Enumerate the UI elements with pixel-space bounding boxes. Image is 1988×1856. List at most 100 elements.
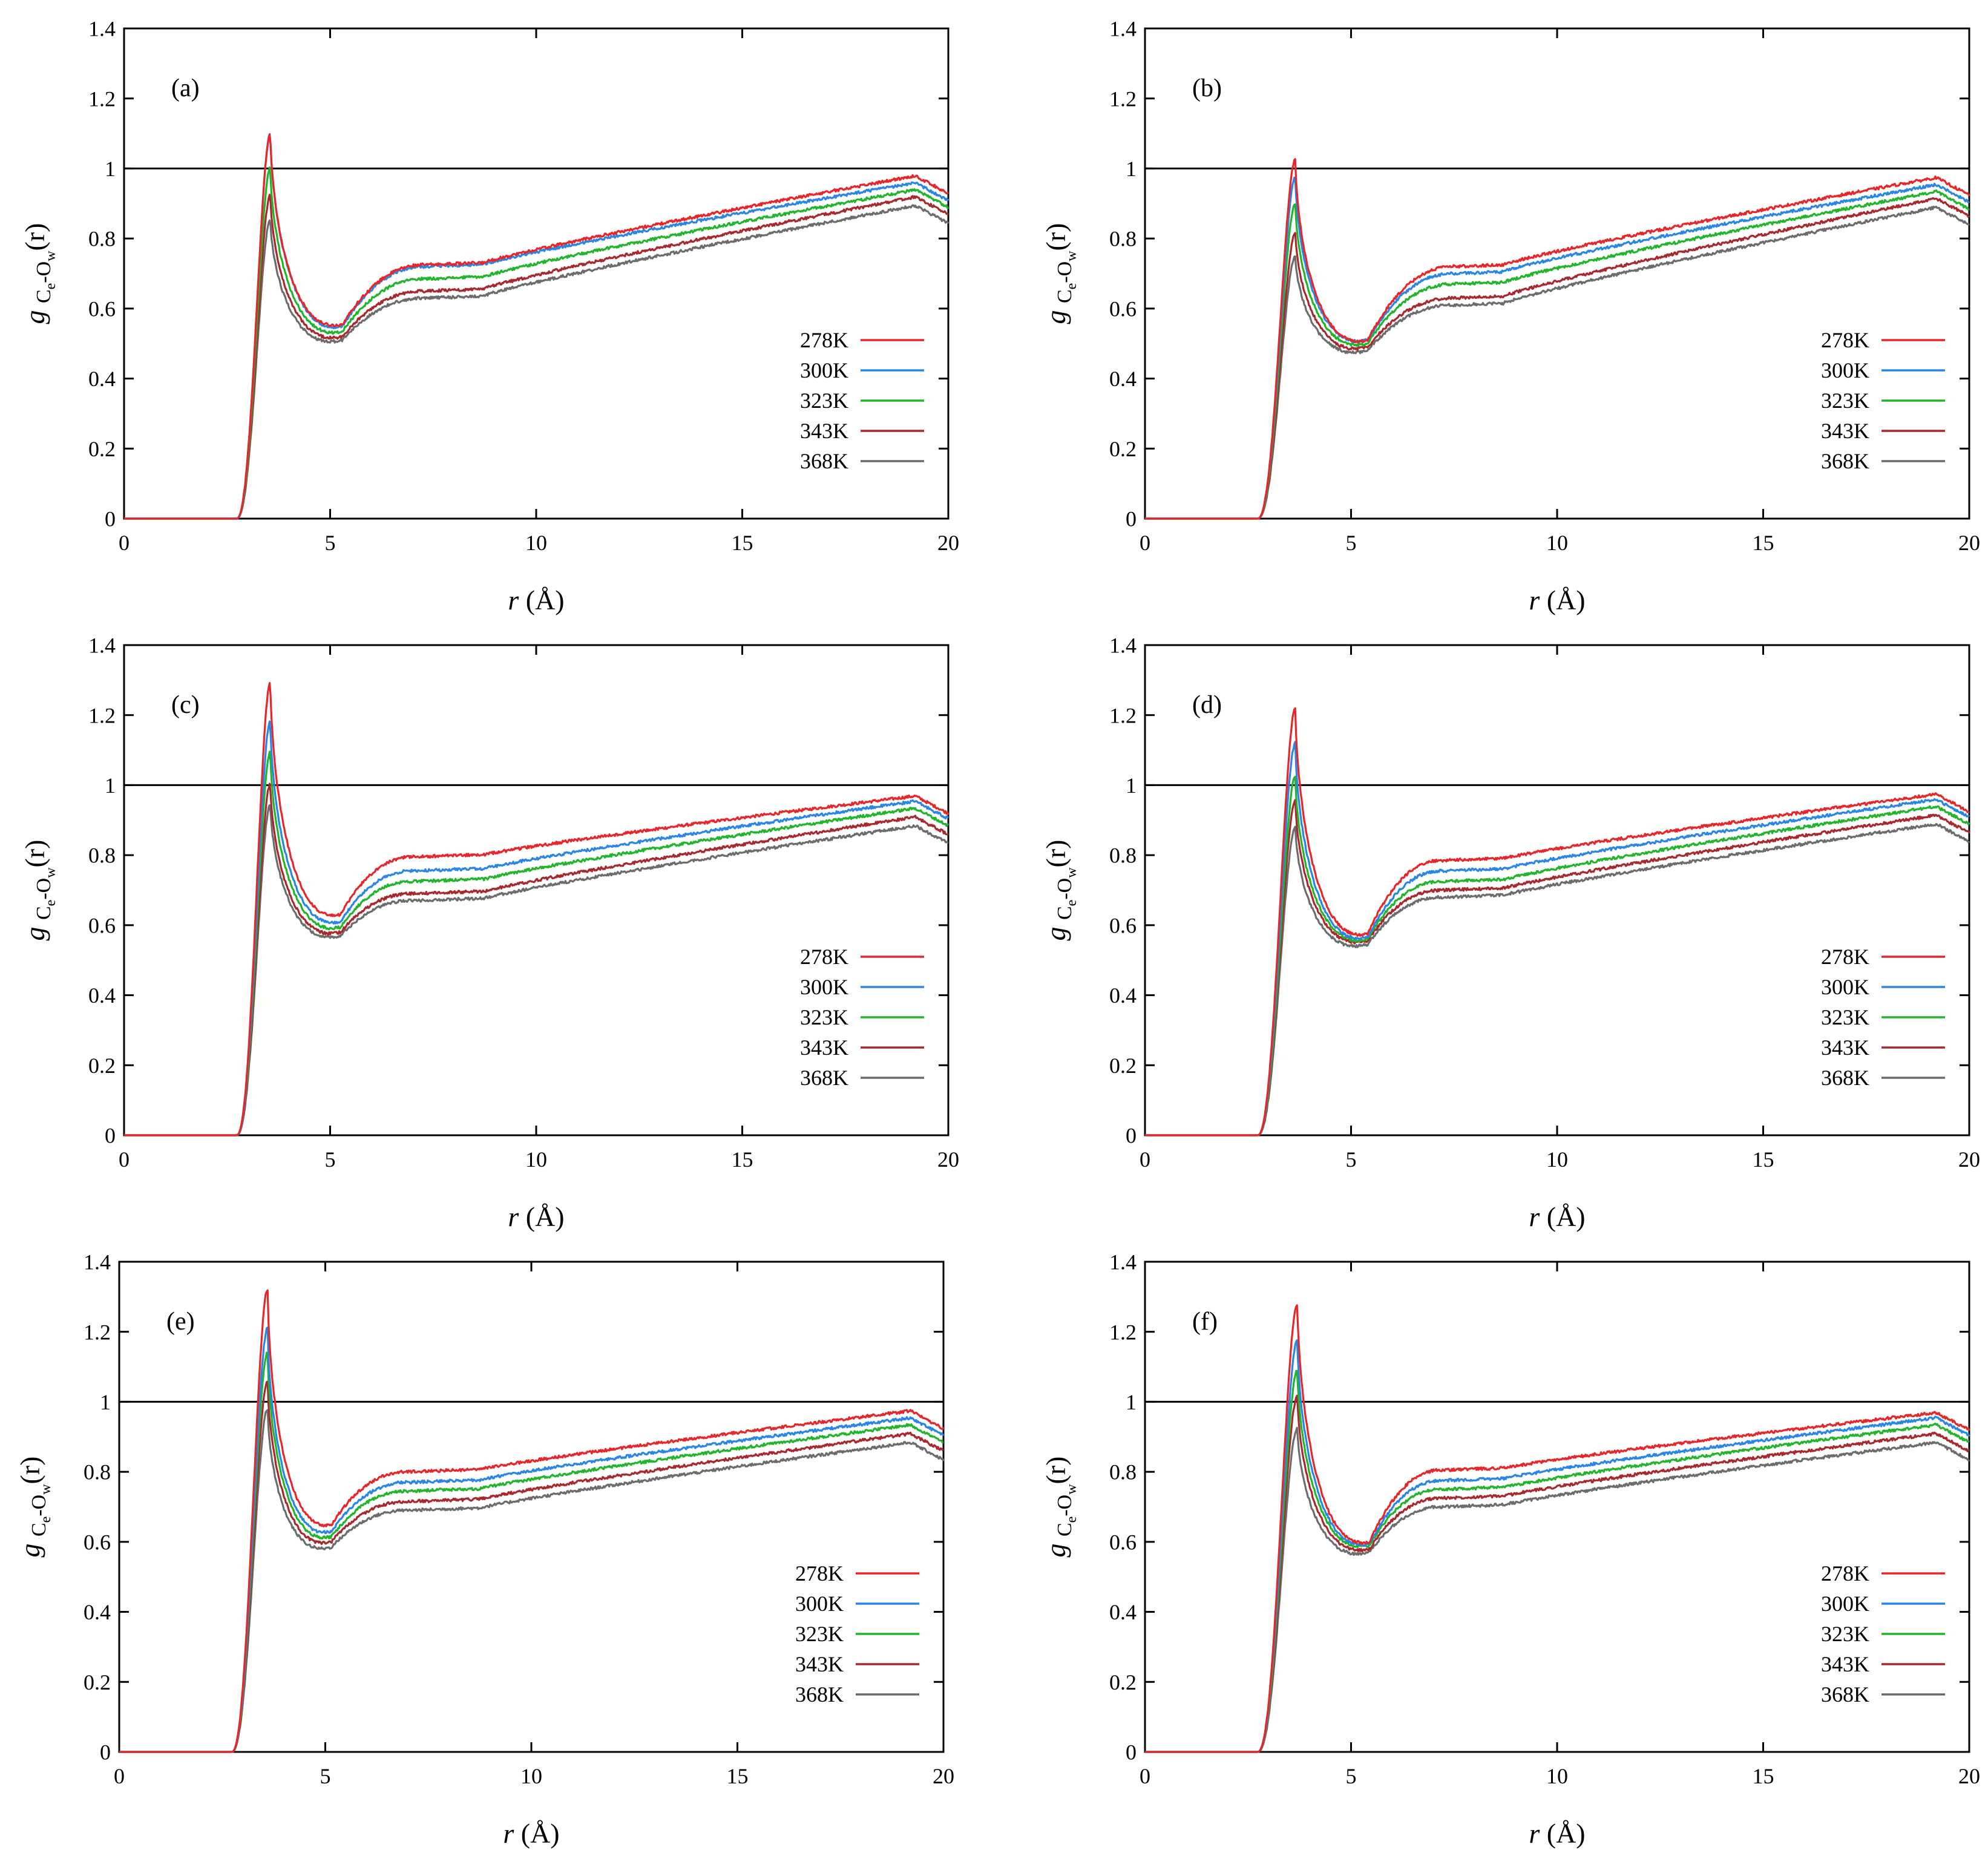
legend-label-278K: 278K [800, 328, 848, 352]
legend-label-368K: 368K [1821, 1682, 1869, 1707]
y-tick-label: 0.2 [1109, 1054, 1137, 1078]
x-tick-label: 15 [727, 1764, 749, 1788]
legend-label-278K: 278K [795, 1561, 844, 1585]
y-tick-label: 0 [1126, 507, 1137, 531]
y-tick-label: 1.4 [88, 17, 116, 41]
series-line-368K [1144, 205, 1970, 520]
series-line-300K [1144, 1339, 1970, 1753]
series-line-300K [1144, 741, 1970, 1136]
legend-label-368K: 368K [795, 1682, 844, 1707]
x-tick-label: 15 [1753, 1147, 1774, 1172]
y-tick-label: 1 [1126, 1390, 1137, 1414]
y-tick-label: 1 [105, 773, 116, 798]
y-tick-label: 0 [1126, 1124, 1137, 1148]
legend-label-323K: 323K [800, 1005, 848, 1029]
series-line-368K [123, 204, 950, 520]
y-tick-label: 1.2 [88, 87, 116, 111]
chart-panel-d: 0 0.2 0.4 0.6 0.8 1 1.2 1.4 0 5 10 15 20 (d) r (Å) g Ce… [1040, 634, 1980, 1232]
y-tick-label: 1 [1126, 773, 1137, 798]
x-tick-label: 0 [1140, 1764, 1150, 1788]
y-tick-label: 1.2 [1109, 703, 1137, 727]
x-tick-label: 10 [1546, 531, 1568, 555]
legend-label-343K: 343K [800, 1035, 848, 1060]
chart-panel-c: 0 0.2 0.4 0.6 0.8 1 1.2 1.4 0 5 10 15 20 (c) r (Å) g Ce… [19, 634, 959, 1232]
x-tick-label: 15 [732, 1147, 753, 1172]
x-tick-label: 5 [1346, 1764, 1357, 1788]
series-line-343K [119, 1380, 944, 1753]
series-line-300K [123, 720, 949, 1136]
x-tick-label: 5 [325, 1147, 336, 1172]
legend-label-343K: 343K [795, 1652, 844, 1676]
legend-label-278K: 278K [1821, 328, 1869, 352]
x-axis-label: r (Å) [508, 585, 564, 615]
legend-label-323K: 323K [795, 1622, 844, 1646]
x-tick-label: 20 [1958, 1764, 1980, 1788]
legend-label-343K: 343K [1821, 1652, 1869, 1676]
y-tick-label: 1.4 [1109, 17, 1137, 41]
series-line-323K [123, 750, 950, 1136]
y-tick-label: 0.6 [1109, 913, 1137, 937]
x-tick-label: 10 [525, 1147, 547, 1172]
x-tick-label: 5 [320, 1764, 331, 1788]
series-line-343K [1144, 1394, 1970, 1753]
x-tick-label: 20 [933, 1764, 954, 1788]
plot-frame [1144, 644, 1970, 1136]
y-tick-label: 0.4 [1109, 1600, 1137, 1624]
y-tick-label: 0.2 [88, 1054, 116, 1078]
series-line-300K [119, 1326, 945, 1753]
x-tick-label: 5 [1346, 1147, 1357, 1172]
legend-label-300K: 300K [795, 1592, 844, 1616]
x-axis-label: r (Å) [508, 1201, 564, 1232]
x-tick-label: 15 [1753, 1764, 1774, 1788]
legend-label-323K: 323K [1821, 1005, 1869, 1029]
x-axis-label: r (Å) [503, 1818, 559, 1849]
panel-label: (b) [1192, 74, 1222, 102]
panel-label: (f) [1192, 1308, 1218, 1336]
y-tick-label: 0.8 [88, 844, 116, 868]
y-tick-label: 1.4 [88, 634, 116, 658]
x-tick-label: 15 [1753, 531, 1774, 555]
x-axis-label: r (Å) [1529, 585, 1585, 615]
y-tick-label: 0.4 [84, 1600, 111, 1624]
y-tick-label: 0.8 [1109, 227, 1137, 251]
x-tick-label: 10 [1546, 1147, 1568, 1172]
plot-frame [1144, 1261, 1970, 1753]
series-line-278K [123, 682, 950, 1136]
y-tick-label: 0.2 [84, 1670, 111, 1694]
y-tick-label: 0 [1126, 1740, 1137, 1765]
y-tick-label: 1 [100, 1390, 111, 1414]
y-axis-label: g Ce-Ow(r) [15, 1456, 54, 1557]
y-axis-label: g Ce-Ow(r) [1040, 839, 1080, 940]
y-tick-label: 1.4 [1109, 634, 1137, 658]
legend-label-300K: 300K [800, 975, 848, 999]
y-tick-label: 1.2 [1109, 87, 1137, 111]
y-tick-label: 1 [1126, 157, 1137, 181]
legend-label-343K: 343K [800, 419, 848, 443]
x-tick-label: 0 [114, 1764, 125, 1788]
y-tick-label: 0 [105, 507, 116, 531]
legend-label-368K: 368K [1821, 449, 1869, 473]
x-tick-label: 20 [1958, 1147, 1980, 1172]
y-tick-label: 0.6 [88, 297, 116, 321]
y-tick-label: 0.8 [1109, 844, 1137, 868]
y-tick-label: 0.2 [1109, 437, 1137, 461]
series-line-368K [1144, 822, 1970, 1136]
panel-label: (d) [1192, 691, 1222, 719]
legend-label-278K: 278K [1821, 945, 1869, 969]
y-tick-label: 0.4 [1109, 367, 1137, 391]
x-tick-label: 0 [1140, 531, 1150, 555]
y-tick-label: 0.6 [84, 1530, 111, 1554]
x-tick-label: 10 [520, 1764, 542, 1788]
panel-label: (c) [171, 691, 200, 719]
series-line-323K [123, 166, 949, 520]
series-line-323K [1144, 189, 1970, 520]
series-line-323K [1144, 775, 1970, 1136]
series-line-278K [119, 1289, 945, 1753]
y-tick-label: 1.4 [1109, 1250, 1137, 1274]
y-tick-label: 0.8 [84, 1460, 111, 1484]
y-tick-label: 0.6 [88, 913, 116, 937]
series-line-343K [123, 194, 949, 520]
y-tick-label: 0.8 [1109, 1460, 1137, 1484]
panel-label: (a) [171, 74, 200, 102]
